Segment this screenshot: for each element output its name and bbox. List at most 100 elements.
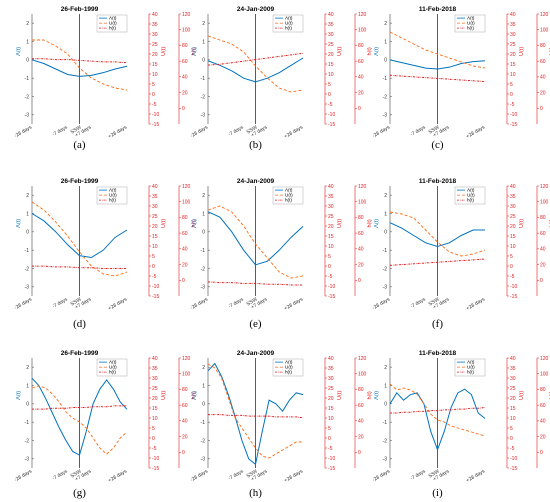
- u-tick-label: 40: [152, 184, 158, 190]
- left-tick-label: 2: [202, 193, 205, 199]
- left-tick-label: -1: [25, 420, 30, 426]
- u-tick-label: 15: [328, 62, 334, 68]
- x-tick-label: -28 days: [189, 468, 209, 483]
- h-tick-label: 120: [182, 356, 191, 362]
- panel-title: 24-Jan-2009: [237, 178, 275, 185]
- y-mid-label: U(t): [337, 219, 343, 228]
- y-left-label: Λ(t): [374, 219, 380, 228]
- h-tick-label: 40: [540, 247, 546, 253]
- u-tick-label: -10: [328, 112, 335, 118]
- series-line-h: [389, 258, 486, 266]
- series-line-h: [389, 74, 486, 83]
- series-line-lambda: [389, 59, 486, 70]
- u-tick-label: 35: [328, 194, 334, 200]
- legend-label: h(t): [109, 198, 116, 203]
- series-line-lambda: [207, 362, 304, 466]
- h-tick-label: 0: [540, 278, 543, 284]
- u-tick-label: 35: [152, 194, 158, 200]
- series-line-lambda: [207, 211, 304, 266]
- u-tick-label: 35: [510, 22, 516, 28]
- u-tick-label: 40: [328, 12, 334, 18]
- h-tick-label: 20: [182, 90, 188, 96]
- h-tick-label: 20: [358, 262, 364, 268]
- h-tick-label: 80: [540, 215, 546, 221]
- y-mid-label: U(t): [337, 391, 343, 400]
- legend-label: h(t): [467, 26, 474, 31]
- subplot-label: (e): [249, 318, 262, 330]
- u-tick-label: 5: [510, 82, 513, 88]
- x-tick-label: -7 days: [227, 124, 245, 138]
- x-tick-label: +28 days: [107, 468, 128, 484]
- u-tick-label: -15: [510, 466, 517, 472]
- legend-label: h(t): [285, 26, 292, 31]
- x-tick-label: +28 days: [107, 296, 128, 312]
- h-tick-label: 40: [182, 247, 188, 253]
- u-tick-label: 20: [328, 224, 334, 230]
- u-tick-label: 15: [152, 406, 158, 412]
- subplot-label: (c): [431, 139, 444, 151]
- left-tick-label: 1: [202, 383, 205, 389]
- u-tick-label: 40: [510, 356, 516, 362]
- u-tick-label: 10: [152, 244, 158, 250]
- ssw-label: SSW: [70, 124, 83, 135]
- h-tick-label: 100: [540, 200, 549, 206]
- series-line-h: [32, 405, 127, 410]
- u-tick-label: 20: [152, 52, 158, 58]
- chart-panel-e: 24-Jan-2009210-1-2-34035302520151050-5-1…: [189, 178, 373, 330]
- u-tick-label: 35: [328, 366, 334, 372]
- subplot-label: (a): [73, 139, 86, 151]
- u-tick-label: 15: [510, 62, 516, 68]
- u-tick-label: 30: [510, 376, 516, 382]
- u-tick-label: 10: [510, 416, 516, 422]
- series-line-lambda: [389, 388, 486, 452]
- u-tick-label: 0: [510, 436, 513, 442]
- x-tick-label: -7 days: [409, 468, 427, 482]
- series-line-u: [207, 363, 303, 459]
- u-tick-label: 30: [510, 32, 516, 38]
- left-tick-label: 0: [26, 402, 29, 408]
- y-mid-label: U(t): [161, 47, 167, 56]
- h-tick-label: 100: [540, 372, 549, 378]
- left-tick-label: 2: [202, 365, 205, 371]
- ssw-label: SSW: [70, 468, 83, 479]
- legend-label: U(t): [109, 365, 117, 370]
- x-tick-label: -28 days: [13, 124, 33, 139]
- h-tick-label: 40: [358, 75, 364, 81]
- left-tick-label: 2: [26, 21, 29, 27]
- u-tick-label: 10: [152, 416, 158, 422]
- h-tick-label: 80: [358, 387, 364, 393]
- u-tick-label: -10: [152, 456, 159, 462]
- u-tick-label: 30: [328, 376, 334, 382]
- left-tick-label: 1: [26, 39, 29, 45]
- h-tick-label: 20: [540, 262, 546, 268]
- h-tick-label: 40: [182, 419, 188, 425]
- y-left-label: Λ(t): [16, 219, 22, 228]
- u-tick-label: -15: [328, 466, 335, 472]
- u-tick-label: 0: [328, 92, 331, 98]
- y-right-label: h(t): [191, 47, 197, 55]
- y-right-label: h(t): [191, 219, 197, 227]
- left-tick-label: 1: [26, 211, 29, 217]
- x-tick-label: +28 days: [465, 296, 486, 312]
- legend-label: Λ(t): [285, 188, 293, 193]
- u-tick-label: 10: [328, 416, 334, 422]
- u-tick-label: -15: [152, 466, 159, 472]
- x-tick-label: -7 days: [409, 124, 427, 138]
- y-mid-label: U(t): [161, 219, 167, 228]
- u-tick-label: 35: [510, 194, 516, 200]
- x-tick-label: -28 days: [371, 124, 391, 139]
- u-tick-label: 5: [328, 82, 331, 88]
- h-tick-label: 80: [540, 387, 546, 393]
- u-tick-label: -15: [152, 294, 159, 300]
- u-tick-label: -15: [510, 294, 517, 300]
- ssw-label: SSW: [70, 296, 83, 307]
- left-tick-label: 2: [384, 21, 387, 27]
- h-tick-label: 60: [540, 59, 546, 65]
- subplot-label: (h): [249, 487, 262, 499]
- left-tick-label: -1: [201, 248, 206, 254]
- series-line-h: [207, 281, 303, 286]
- u-tick-label: 10: [328, 72, 334, 78]
- left-tick-label: 0: [26, 58, 29, 64]
- left-tick-label: 2: [26, 365, 29, 371]
- legend-label: Λ(t): [109, 360, 117, 365]
